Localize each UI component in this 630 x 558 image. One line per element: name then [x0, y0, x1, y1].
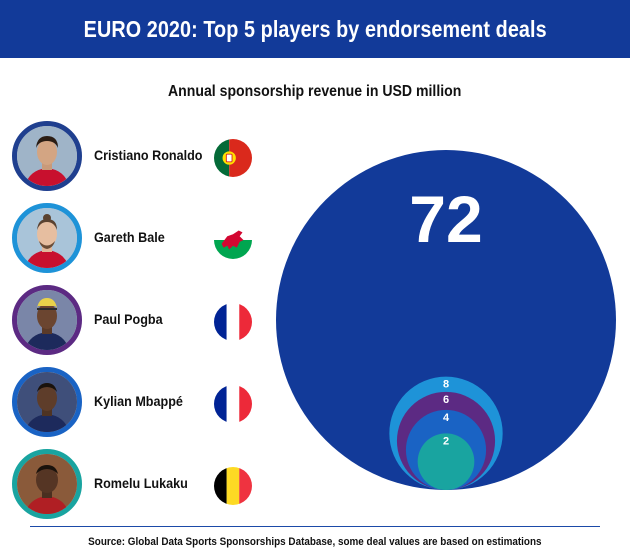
data-label: 2 [443, 435, 449, 447]
player-avatar [12, 121, 82, 191]
player-row-ronaldo: Cristiano Ronaldo [0, 121, 270, 203]
subtitle-text: Annual sponsorship revenue in USD millio… [168, 83, 462, 100]
source-note: Source: Global Data Sports Sponsorships … [0, 536, 630, 548]
player-row-bale: Gareth Bale [0, 203, 270, 285]
portrait-icon [17, 372, 77, 432]
player-name: Paul Pogba [94, 311, 163, 327]
player-avatar [12, 367, 82, 437]
player-avatar [12, 449, 82, 519]
portrait-icon [17, 208, 77, 268]
france-flag-icon [214, 385, 252, 423]
chart-title: EURO 2020: Top 5 players by endorsement … [83, 15, 547, 42]
player-avatar [12, 203, 82, 273]
data-label: 6 [443, 394, 449, 406]
bubble-romelu-lukaku [417, 433, 475, 490]
portrait-icon [17, 290, 77, 350]
player-row-pogba: Paul Pogba [0, 285, 270, 367]
chart-subtitle: Annual sponsorship revenue in USD millio… [0, 83, 630, 101]
player-row-lukaku: Romelu Lukaku [0, 449, 270, 531]
player-avatar [12, 285, 82, 355]
wales-flag-icon [214, 221, 252, 259]
portugal-flag-icon [214, 139, 252, 177]
portrait-icon [17, 454, 77, 514]
header-banner: EURO 2020: Top 5 players by endorsement … [0, 0, 630, 58]
bubble-cristiano-ronaldo [276, 150, 616, 490]
source-text: Source: Global Data Sports Sponsorships … [88, 536, 542, 548]
data-label: 4 [443, 412, 450, 424]
player-name: Cristiano Ronaldo [94, 147, 203, 163]
data-label: 72 [409, 182, 482, 256]
data-label: 8 [443, 379, 449, 391]
player-name: Romelu Lukaku [94, 475, 188, 491]
player-name: Kylian Mbappé [94, 393, 183, 409]
player-row-mbappe: Kylian Mbappé [0, 367, 270, 449]
divider [30, 526, 600, 527]
france-flag-icon [214, 303, 252, 341]
portrait-icon [17, 126, 77, 186]
player-name: Gareth Bale [94, 229, 165, 245]
belgium-flag-icon [214, 467, 252, 505]
